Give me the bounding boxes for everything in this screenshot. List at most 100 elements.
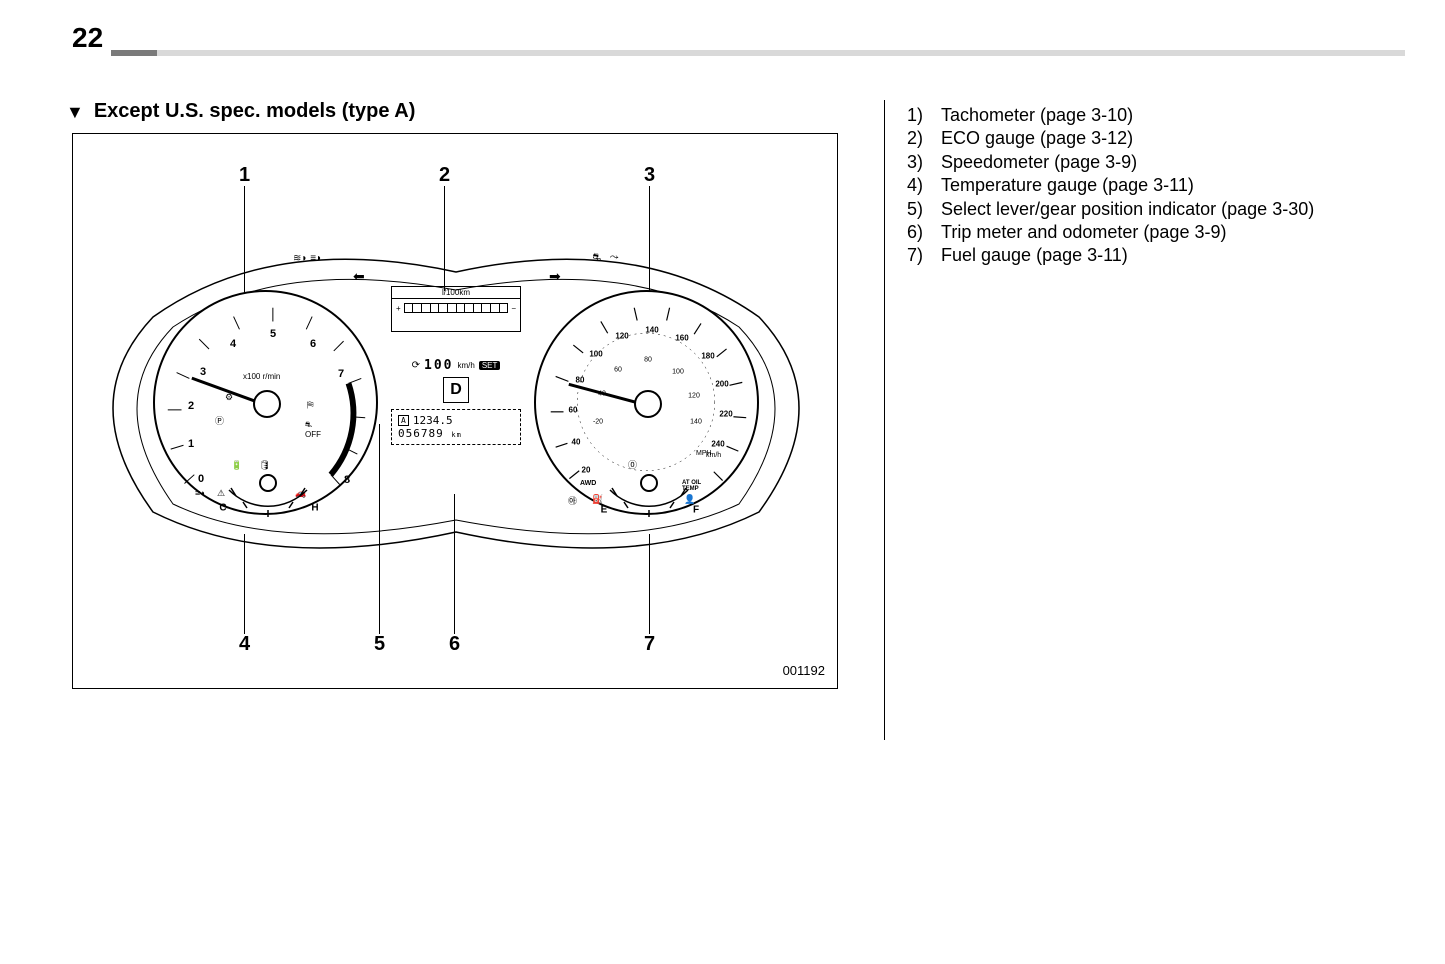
legend-item: 7) Fuel gauge (page 3-11) xyxy=(907,244,1405,267)
eco-gauge: l/100km + − xyxy=(391,286,521,332)
spd-160: 160 xyxy=(675,334,688,343)
spd-40: 40 xyxy=(572,438,581,447)
tach-1: 1 xyxy=(188,438,194,450)
legend-text: Trip meter and odometer (page 3-9) xyxy=(941,221,1321,244)
spd-180: 180 xyxy=(701,352,714,361)
fog-light-icon: ≋◗ ≡◗ xyxy=(293,252,322,265)
callout-3: 3 xyxy=(644,164,655,187)
instrument-cluster: ≋◗ ≡◗ ⛐ ⤳ ⬅ ➡ xyxy=(93,242,819,552)
callout-5: 5 xyxy=(374,633,385,656)
figure-column: ▼ Except U.S. spec. models (type A) 1 2 … xyxy=(72,100,862,944)
left-turn-icon: ⬅ xyxy=(353,268,365,285)
seatbelt-icon: ⛿ xyxy=(307,400,314,411)
cruise-speed-row: ⟳ 100 km/h SET xyxy=(391,358,521,373)
legend-item: 5) Select lever/gear position indicator … xyxy=(907,198,1405,221)
tach-hub xyxy=(253,390,281,418)
legend-num: 6) xyxy=(907,221,941,244)
callout-6: 6 xyxy=(449,633,460,656)
callout-1: 1 xyxy=(239,164,250,187)
oil-icon: 🛢 xyxy=(259,460,270,471)
callout-7: 7 xyxy=(644,633,655,656)
brake-warning-icon: ⓪ xyxy=(628,458,637,471)
legend-text: Tachometer (page 3-10) xyxy=(941,104,1321,127)
set-badge: SET xyxy=(479,361,501,370)
mph-80: 80 xyxy=(644,357,652,364)
legend-list: 1) Tachometer (page 3-10) 2) ECO gauge (… xyxy=(907,104,1405,268)
spd-20: 20 xyxy=(582,466,591,475)
legend-item: 3) Speedometer (page 3-9) xyxy=(907,151,1405,174)
figure-reference-id: 001192 xyxy=(783,663,825,678)
column-divider xyxy=(884,100,885,740)
odo-unit: km xyxy=(451,431,461,439)
awd-label: AWD xyxy=(580,480,596,487)
legend-text: Select lever/gear position indicator (pa… xyxy=(941,198,1321,221)
content: ▼ Except U.S. spec. models (type A) 1 2 … xyxy=(72,100,1405,944)
tach-4: 4 xyxy=(230,338,236,350)
temp-h: H xyxy=(311,503,318,514)
tach-3: 3 xyxy=(200,366,206,378)
spd-240: 240 xyxy=(711,440,724,449)
right-turn-icon: ➡ xyxy=(549,268,561,285)
cruise-speed: 100 xyxy=(424,358,453,373)
mph-100: 100 xyxy=(672,369,684,376)
spd-100: 100 xyxy=(589,350,602,359)
figure-title-row: ▼ Except U.S. spec. models (type A) xyxy=(66,100,862,123)
temp-c: C xyxy=(219,503,226,514)
mph-60: 60 xyxy=(614,367,622,374)
legend-num: 7) xyxy=(907,244,941,267)
fuel-gauge xyxy=(604,484,694,520)
legend-text: Fuel gauge (page 3-11) xyxy=(941,244,1321,267)
cruise-icon: ⟳ xyxy=(412,360,420,371)
trip-letter: A xyxy=(398,415,409,426)
spd-140: 140 xyxy=(645,326,658,335)
mph-140: 140 xyxy=(690,419,702,426)
vdc-off-icon: ⛐OFF xyxy=(305,420,321,439)
legend-text: ECO gauge (page 3-12) xyxy=(941,127,1321,150)
tachometer: 0 1 2 3 4 5 6 7 8 x100 r/min ⚙ Ⓟ ⛿ ⛐OFF … xyxy=(153,290,378,515)
legend-num: 4) xyxy=(907,174,941,197)
tach-6: 6 xyxy=(310,338,316,350)
tach-7: 7 xyxy=(338,368,344,380)
eco-plus: + xyxy=(396,304,401,313)
spd-80: 80 xyxy=(576,376,585,385)
legend-column: 1) Tachometer (page 3-10) 2) ECO gauge (… xyxy=(907,100,1405,944)
spd-200: 200 xyxy=(715,380,728,389)
callout-4: 4 xyxy=(239,633,250,656)
eco-minus: − xyxy=(511,304,516,313)
legend-num: 5) xyxy=(907,198,941,221)
legend-num: 3) xyxy=(907,151,941,174)
legend-item: 6) Trip meter and odometer (page 3-9) xyxy=(907,221,1405,244)
spd-120: 120 xyxy=(615,332,628,341)
header-rule-light xyxy=(157,50,1405,56)
odo-value: 056789 xyxy=(398,427,444,440)
spd-60: 60 xyxy=(569,406,578,415)
tach-unit: x100 r/min xyxy=(243,372,280,381)
legend-text: Temperature gauge (page 3-11) xyxy=(941,174,1321,197)
abs-icon: ㉵ xyxy=(568,494,577,507)
callout-row-top: 1 2 3 xyxy=(73,164,837,184)
center-display: l/100km + − xyxy=(391,286,521,486)
header-rule-dark xyxy=(111,50,157,56)
legend-num: 2) xyxy=(907,127,941,150)
trip-value: 1234.5 xyxy=(413,414,453,427)
eco-bar: + − xyxy=(392,299,520,317)
parking-icon: Ⓟ xyxy=(215,414,224,427)
tach-5: 5 xyxy=(270,328,276,340)
speed-hub xyxy=(634,390,662,418)
cruise-unit: km/h xyxy=(457,361,474,370)
figure-box: 1 2 3 4 5 6 7 xyxy=(72,133,838,689)
legend-num: 1) xyxy=(907,104,941,127)
tach-2: 2 xyxy=(188,400,194,412)
header-rule xyxy=(111,50,1405,56)
page-number: 22 xyxy=(72,24,103,52)
top-indicator-row: ≋◗ ≡◗ ⛐ ⤳ xyxy=(293,252,619,265)
mph-120: 120 xyxy=(688,393,700,400)
fuel-icon: ⛽ xyxy=(592,494,603,505)
legend-item: 1) Tachometer (page 3-10) xyxy=(907,104,1405,127)
fuel-e: E xyxy=(601,505,608,516)
tach-8: 8 xyxy=(344,474,350,486)
figure-title: Except U.S. spec. models (type A) xyxy=(94,100,416,123)
light-icon: ≡◗ xyxy=(195,488,206,498)
speedometer: 20 40 60 80 100 120 140 160 180 200 220 … xyxy=(534,290,759,515)
triangle-down-icon: ▼ xyxy=(66,103,84,121)
